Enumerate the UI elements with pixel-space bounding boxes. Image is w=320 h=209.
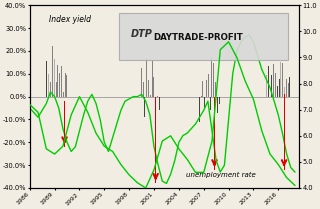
Bar (286, 79, 287, 97)
Bar (150, 96, 151, 97)
Bar (162, 89, 163, 97)
Bar (61, 66, 62, 97)
FancyBboxPatch shape (119, 13, 288, 60)
Bar (268, 66, 269, 97)
Bar (146, 58, 147, 97)
Bar (157, 96, 158, 97)
Bar (143, 82, 144, 97)
Bar (271, 75, 272, 97)
Bar (148, 80, 149, 97)
Text: DAYTRADE-PROFIT: DAYTRADE-PROFIT (154, 33, 243, 42)
Bar (206, 80, 207, 97)
Bar (153, 77, 154, 97)
Bar (202, 81, 203, 97)
Bar (214, 97, 215, 170)
Bar (212, 97, 213, 121)
Text: Index yield: Index yield (49, 15, 91, 24)
Bar (155, 97, 156, 98)
Bar (288, 83, 289, 97)
Bar (199, 97, 200, 122)
Bar (152, 61, 153, 97)
Bar (275, 73, 276, 97)
Bar (270, 67, 271, 97)
Bar (48, 74, 49, 97)
Bar (215, 82, 216, 97)
Bar (57, 65, 58, 97)
Bar (64, 101, 65, 147)
Bar (218, 84, 219, 97)
Bar (50, 82, 51, 97)
Bar (47, 47, 48, 97)
Bar (155, 97, 156, 184)
Bar (211, 58, 212, 97)
Bar (208, 74, 209, 97)
Bar (217, 97, 218, 113)
Bar (280, 62, 281, 97)
Bar (279, 79, 280, 97)
Text: DTP: DTP (131, 29, 153, 39)
Bar (54, 59, 55, 97)
Bar (63, 92, 64, 97)
Bar (141, 68, 142, 97)
Bar (277, 86, 278, 97)
Bar (159, 97, 160, 110)
Bar (266, 75, 267, 97)
Bar (144, 97, 145, 117)
Bar (289, 77, 290, 97)
Bar (52, 46, 53, 97)
Bar (282, 63, 283, 97)
Bar (59, 73, 60, 97)
Bar (156, 97, 157, 102)
Bar (60, 92, 61, 97)
Text: unemployment rate: unemployment rate (186, 172, 256, 178)
Bar (66, 75, 67, 97)
Bar (267, 76, 268, 97)
Bar (284, 87, 285, 97)
Bar (273, 64, 274, 97)
